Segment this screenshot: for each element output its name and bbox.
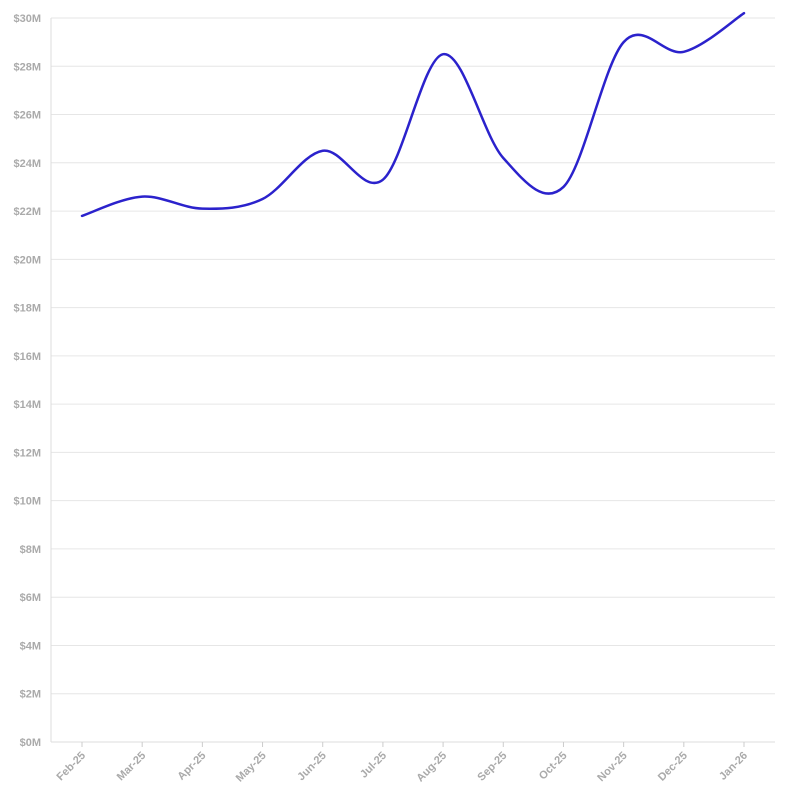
x-tick-label: May-25 [234,750,269,785]
x-tick-label: Oct-25 [537,750,570,783]
y-tick-label: $10M [13,496,41,508]
x-tick-label: Jul-25 [358,750,389,781]
y-tick-label: $20M [13,254,41,266]
y-tick-label: $6M [20,592,41,604]
grid-layer [51,17,775,743]
y-tick-label: $18M [13,303,41,315]
x-tick-label: Aug-25 [414,750,449,785]
axis-layer [50,18,775,747]
y-tick-label: $24M [13,158,41,170]
series-layer [80,11,746,218]
y-tick-label: $8M [20,544,41,556]
y-tick-label: $0M [20,737,41,749]
x-tick-label: Mar-25 [115,750,149,784]
y-tick-label: $14M [13,399,41,411]
y-tick-label: $16M [13,351,41,363]
x-tick-label: Jun-25 [295,750,329,784]
x-tick-label: Feb-25 [55,750,89,784]
y-tick-label: $26M [13,110,41,122]
y-tick-label: $2M [20,689,41,701]
y-tick-label: $4M [20,640,41,652]
y-tick-label: $28M [13,61,41,73]
y-tick-label: $12M [13,447,41,459]
x-tick-label: Nov-25 [595,750,629,784]
x-tick-label: Dec-25 [656,750,690,784]
x-tick-label: Apr-25 [175,750,208,783]
y-tick-label: $22M [13,206,41,218]
y-tick-label: $30M [13,13,41,25]
x-tick-label: Sep-25 [475,750,509,784]
series-line [80,11,746,218]
label-layer: $0M $2M $4M $6M $8M $10M $12M $14M $16M $18M $20M $… [13,13,750,784]
x-tick-label: Jan-26 [717,750,750,783]
